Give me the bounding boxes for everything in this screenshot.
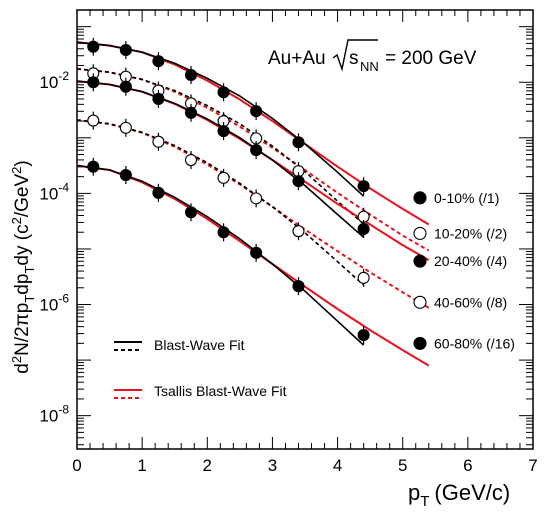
data-point [152, 135, 165, 148]
data-point [357, 271, 370, 284]
series-label-4: 60-80% (/16) [434, 335, 515, 351]
data-point [292, 136, 305, 149]
y-tick-label: 10-4 [39, 180, 69, 203]
blast-wave-fit-curve-3 [76, 119, 365, 286]
data-point [217, 171, 230, 184]
x-tick-label: 5 [398, 456, 407, 475]
y-tick-label: 10-2 [39, 69, 69, 92]
data-point [292, 175, 305, 188]
y-axis-label: d2N/2πpTdpTdy (c2/GeV2) [9, 160, 37, 373]
data-point [152, 92, 165, 105]
x-axis-ticks: 0 1 2 3 4 5 6 7 [72, 10, 538, 475]
x-tick-label: 4 [333, 456, 342, 475]
energy-symbol: s [349, 48, 359, 69]
x-tick-label: 7 [528, 456, 537, 475]
data-point [184, 68, 198, 82]
blast-wave-fit-curve-2 [76, 80, 365, 238]
fit-legend: Blast-Wave Fit Tsallis Blast-Wave Fit [114, 337, 287, 399]
data-points [87, 37, 370, 345]
plot-border [76, 9, 534, 450]
x-tick-label: 6 [463, 456, 472, 475]
series-marker-0 [413, 191, 427, 205]
data-point [184, 106, 198, 119]
data-point [217, 86, 230, 99]
legend-tsallis-label: Tsallis Blast-Wave Fit [154, 383, 287, 399]
data-point [250, 246, 263, 259]
series-label-1: 10-20% (/2) [434, 225, 507, 241]
data-point [292, 280, 305, 293]
y-tick-label: 10-6 [39, 292, 69, 315]
series-marker-3 [413, 295, 427, 309]
data-point [250, 192, 263, 205]
y-tick-label: 10-8 [39, 403, 69, 426]
legend-bw-label: Blast-Wave Fit [154, 337, 245, 353]
data-point [250, 105, 263, 118]
data-point [357, 222, 370, 235]
sqrt-symbol [332, 39, 378, 72]
data-point [152, 55, 165, 68]
energy-value: = 200 GeV [385, 48, 477, 69]
collision-annotation: Au+Au s NN = 200 GeV [268, 39, 477, 74]
data-point [217, 125, 230, 138]
series-labels: 0-10% (/1) 10-20% (/2) 20-40% (/4) 40-60% (… [413, 190, 515, 351]
x-tick-label: 2 [203, 456, 212, 475]
x-tick-label: 1 [137, 456, 146, 475]
data-point [184, 153, 198, 167]
series-marker-1 [413, 226, 427, 240]
data-point [119, 168, 132, 182]
data-point [184, 206, 198, 219]
data-point [87, 40, 100, 53]
tsallis-fit-curve-1 [76, 67, 430, 252]
series-marker-4 [413, 336, 427, 350]
data-point [119, 121, 132, 134]
data-point [152, 186, 165, 199]
collision-label: Au+Au [268, 48, 326, 69]
data-point [87, 114, 100, 127]
x-axis-label: pT (GeV/c) [408, 480, 510, 510]
data-point [119, 80, 132, 93]
y-axis-ticks: 10-2 10-4 10-6 10-8 [39, 26, 533, 446]
data-point [250, 143, 263, 157]
data-point [87, 160, 100, 173]
series-marker-2 [413, 254, 427, 268]
series-label-2: 20-40% (/4) [434, 253, 507, 269]
data-point [292, 225, 305, 238]
data-point [217, 226, 230, 239]
data-point [357, 329, 370, 342]
data-point [119, 43, 132, 57]
x-tick-label: 0 [72, 456, 81, 475]
plot-frame [76, 9, 534, 450]
data-point [357, 180, 370, 193]
x-tick-label: 3 [268, 456, 277, 475]
data-point [87, 76, 100, 89]
series-label-3: 40-60% (/8) [434, 294, 507, 310]
series-label-0: 0-10% (/1) [434, 190, 499, 206]
energy-subscript: NN [360, 59, 379, 74]
